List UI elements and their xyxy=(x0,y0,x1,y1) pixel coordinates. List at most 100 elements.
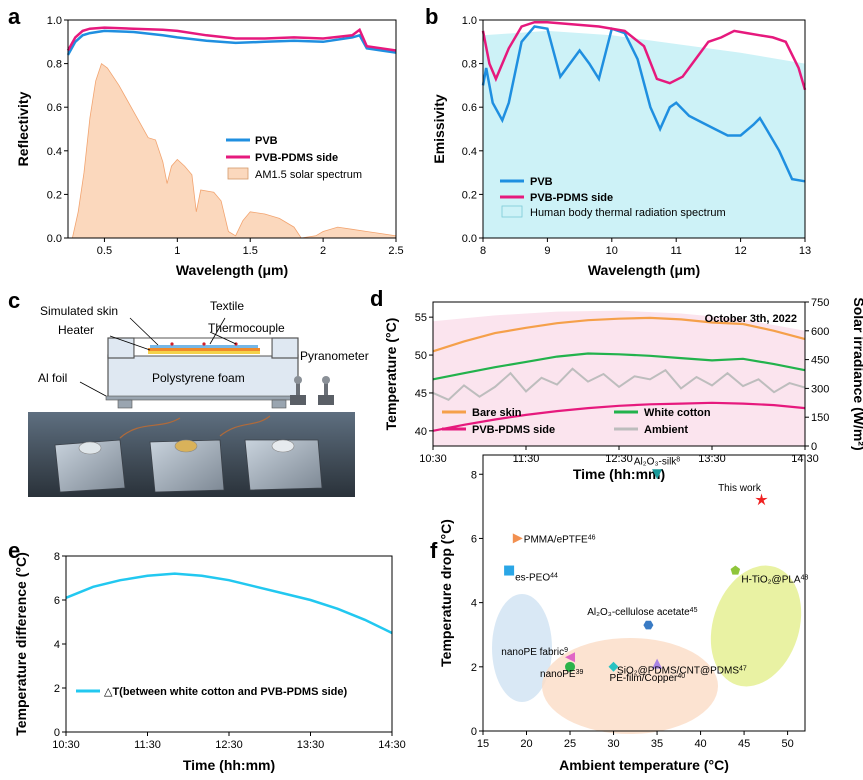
panel-b-legend-human: Human body thermal radiation spectrum xyxy=(530,207,726,219)
panel-d-legend: Bare skin White cotton PVB-PDMS side Amb… xyxy=(442,407,711,436)
label-simulated-skin: Simulated skin xyxy=(40,304,118,318)
d-ytick-right-label: 750 xyxy=(811,297,829,309)
d-ytick-label: 55 xyxy=(415,312,427,324)
d-ytick-right-label: 150 xyxy=(811,412,829,424)
scatter-label: Al₂O₃-silk8 xyxy=(634,456,680,468)
label-thermocouple: Thermocouple xyxy=(208,321,285,335)
scatter-point xyxy=(565,661,576,672)
panel-label-b: b xyxy=(425,4,438,29)
f-xtick-label: 50 xyxy=(781,738,793,750)
panel-e-legend-dt: △T(between white cotton and PVB-PDMS sid… xyxy=(104,686,347,698)
scatter-point xyxy=(652,469,663,480)
f-ytick-label: 6 xyxy=(471,533,477,545)
b-ytick-label: 0.0 xyxy=(462,233,477,245)
skin-layer xyxy=(148,351,260,354)
f-xtick-label: 20 xyxy=(520,738,532,750)
label-pyranometer: Pyranometer xyxy=(300,349,369,363)
a-xtick-label: 2 xyxy=(320,245,326,257)
scatter-label: PMMA/ePTFE46 xyxy=(524,534,596,546)
xtick-label: 13:30 xyxy=(698,453,726,465)
panel-a-legend: PVB PVB-PDMS side AM1.5 solar spectrum xyxy=(226,135,362,181)
panel-f-ylabel: Temperature drop (°C) xyxy=(438,519,454,667)
e-ytick-label: 4 xyxy=(54,639,60,651)
d-ytick-right-label: 0 xyxy=(811,441,817,453)
delta-t-line xyxy=(65,572,393,635)
label-al-foil: Al foil xyxy=(38,371,67,385)
textile-layer xyxy=(150,345,258,348)
panel-b-legend-pdms: PVB-PDMS side xyxy=(530,192,613,204)
d-ytick-label: 45 xyxy=(415,388,427,400)
experiment-photo xyxy=(28,412,355,497)
scatter-label: Al₂O₃-cellulose acetate45 xyxy=(587,607,697,619)
region-blue xyxy=(492,594,552,702)
panel-c-schematic: Simulated skin Textile Heater Thermocoup… xyxy=(28,299,369,497)
a-xtick-label: 0.5 xyxy=(97,245,112,257)
xtick-label: 10:30 xyxy=(52,739,80,751)
e-ytick-label: 8 xyxy=(54,551,60,563)
f-ytick-label: 4 xyxy=(471,598,477,610)
scatter-label: H-TiO₂@PLA48 xyxy=(741,574,808,586)
pdms-side-line xyxy=(432,401,806,432)
a-ytick-label: 1.0 xyxy=(47,15,62,27)
b-ytick-label: 1.0 xyxy=(462,15,477,27)
panel-label-e: e xyxy=(8,538,20,563)
f-ytick-label: 0 xyxy=(471,726,477,738)
ambient-temp-line xyxy=(432,367,806,401)
b-ytick-label: 0.8 xyxy=(462,59,477,71)
heater-layer xyxy=(148,348,260,351)
solar-irradiance-area xyxy=(433,310,805,446)
scatter-label: nanoPE fabric9 xyxy=(501,647,568,659)
scatter-point xyxy=(652,658,663,669)
panel-d-ylabel-right: Solar irradiance (W/m²) xyxy=(851,297,863,450)
f-ytick-label: 8 xyxy=(471,469,477,481)
label-heater: Heater xyxy=(58,323,94,337)
panel-a-xlabel: Wavelength (μm) xyxy=(176,262,288,278)
panel-b-legend-pvb: PVB xyxy=(530,176,553,188)
panel-label-a: a xyxy=(8,4,21,29)
d-ytick-right-label: 600 xyxy=(811,326,829,338)
panel-a-legend-pvb: PVB xyxy=(255,135,278,147)
xtick-label: 14:30 xyxy=(378,739,406,751)
a-ytick-label: 0.4 xyxy=(47,146,62,158)
e-ytick-label: 2 xyxy=(54,683,60,695)
f-xtick-label: 40 xyxy=(694,738,706,750)
panel-d-xlabel: Time (hh:mm) xyxy=(573,466,665,482)
panel-label-f: f xyxy=(430,538,438,563)
a-ytick-label: 0.8 xyxy=(47,59,62,71)
b-xtick-label: 12 xyxy=(734,245,746,257)
b-xtick-label: 10 xyxy=(606,245,618,257)
scatter-point xyxy=(512,533,523,544)
d-ytick-label: 40 xyxy=(415,426,427,438)
label-foam: Polystyrene foam xyxy=(152,371,245,385)
panel-b-legend: PVB PVB-PDMS side Human body thermal rad… xyxy=(500,176,726,219)
panel-d-legend-cotton: White cotton xyxy=(644,407,711,419)
scatter-point xyxy=(504,565,515,576)
f-xtick-label: 45 xyxy=(738,738,750,750)
panel-e-xlabel: Time (hh:mm) xyxy=(183,757,275,773)
xtick-label: 13:30 xyxy=(297,739,325,751)
b-ytick-label: 0.4 xyxy=(462,146,477,158)
panel-label-d: d xyxy=(370,286,383,311)
f-xtick-label: 30 xyxy=(607,738,619,750)
xtick-label: 10:30 xyxy=(419,453,447,465)
scatter-label: This work xyxy=(718,483,762,494)
panel-label-c: c xyxy=(8,288,20,313)
a-ytick-label: 0.6 xyxy=(47,102,62,114)
am15-spectrum-area xyxy=(71,62,397,239)
pdms-reflectivity-line xyxy=(66,26,397,52)
f-xtick-label: 15 xyxy=(477,738,489,750)
panel-f-chart: Al₂O₃-silk8 This work PMMA/ePTFE46 es-PEO44… xyxy=(438,454,809,773)
xtick-label: 12:30 xyxy=(605,453,633,465)
scatter-label: es-PEO44 xyxy=(515,572,558,584)
panel-d-legend-ambient: Ambient xyxy=(644,424,688,436)
scatter-point xyxy=(565,652,575,663)
panel-e-legend: △T(between white cotton and PVB-PDMS sid… xyxy=(76,686,347,698)
panel-e-ylabel: Temperature difference (°C) xyxy=(13,552,29,736)
panel-d-legend-bare: Bare skin xyxy=(472,407,522,419)
f-xtick-label: 35 xyxy=(651,738,663,750)
region-peach xyxy=(542,638,718,734)
panel-d-annotation: October 3th, 2022 xyxy=(705,313,797,325)
scatter-label: SiO₂@PDMS/CNT@PDMS47 xyxy=(617,665,747,677)
e-ytick-label: 6 xyxy=(54,595,60,607)
